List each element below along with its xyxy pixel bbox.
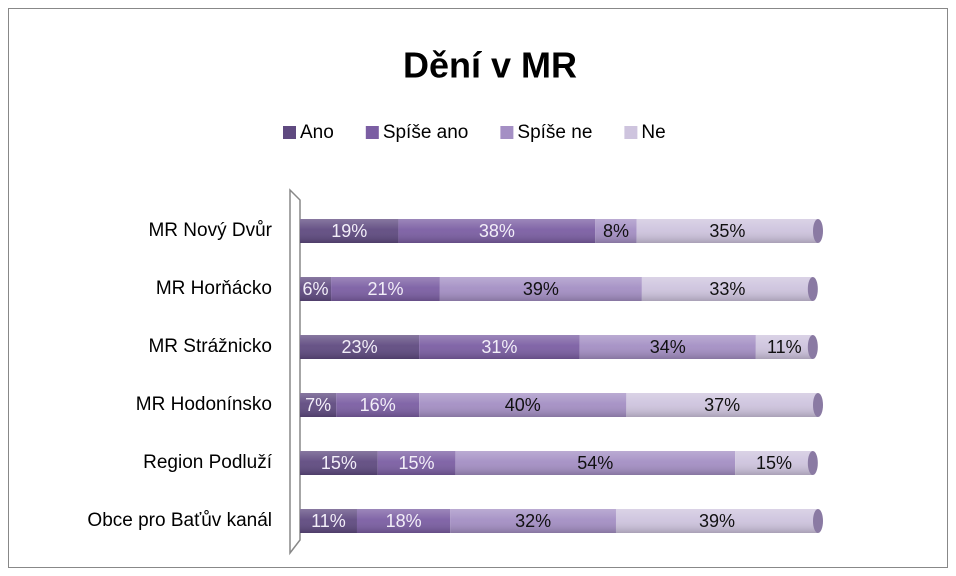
value-label: 21% [367,279,403,299]
legend-swatch [365,126,379,139]
bar-shine [595,219,637,243]
bar-shine [356,509,451,533]
legend-label: Spíše ano [383,122,469,143]
value-label: 39% [523,279,559,299]
value-label: 11% [767,337,802,357]
value-label: 19% [331,221,367,241]
bar-shine [300,451,378,475]
bar-cap [813,219,823,243]
bar-shine [615,509,818,533]
bar-shine [735,451,813,475]
category-label: MR Nový Dvůr [148,220,272,241]
chart-title: Dění v MR [403,45,577,86]
bar-cap [813,509,823,533]
value-label: 40% [505,395,541,415]
value-label: 15% [321,453,357,473]
bar-shine [336,393,420,417]
value-label: 8% [603,221,629,241]
value-label: 32% [515,511,551,531]
category-label: Obce pro Baťův kanál [87,510,272,531]
bar-shine [641,277,813,301]
bar-shine [755,335,813,359]
bar-shine [455,451,736,475]
category-label: Region Podluží [143,452,273,473]
bar-shine [398,219,596,243]
bar-shine [579,335,756,359]
bar-cap [813,393,823,417]
value-label: 54% [577,453,613,473]
bar-cap [807,277,818,301]
value-label: 16% [360,395,396,415]
value-label: 23% [342,337,378,357]
value-label: 15% [756,453,792,473]
bar-shine [450,509,616,533]
category-label: MR Hodonínsko [136,394,272,415]
value-label: 35% [709,221,745,241]
value-label: 33% [709,279,745,299]
value-label: 7% [305,395,331,415]
legend-label: Spíše ne [517,122,592,143]
value-label: 6% [303,279,329,299]
value-label: 39% [699,511,735,531]
bar-shine [419,393,627,417]
bar-shine [300,509,357,533]
legend-label: Ano [300,122,334,143]
bar-shine [300,219,399,243]
axis-wall [289,188,301,556]
value-label: 34% [650,337,686,357]
value-label: 11% [311,511,346,531]
legend-label: Ne [641,122,665,143]
bar-shine [636,219,818,243]
bar-shine [377,451,456,475]
category-label: MR Horňácko [156,278,272,299]
bar-shine [300,277,332,301]
legend-swatch [624,126,638,139]
bar-shine [300,393,337,417]
legend-swatch [500,126,514,139]
value-label: 15% [399,453,435,473]
value-label: 37% [704,395,740,415]
value-label: 31% [481,337,517,357]
bar-shine [626,393,818,417]
value-label: 18% [386,511,422,531]
bar-shine [300,335,420,359]
legend-swatch [283,126,296,139]
bar-shine [419,335,580,359]
value-label: 38% [479,221,515,241]
bar-cap [807,451,818,475]
bar-cap [807,335,818,359]
category-label: MR Strážnicko [148,336,272,357]
bar-shine [439,277,642,301]
bar-shine [331,277,440,301]
